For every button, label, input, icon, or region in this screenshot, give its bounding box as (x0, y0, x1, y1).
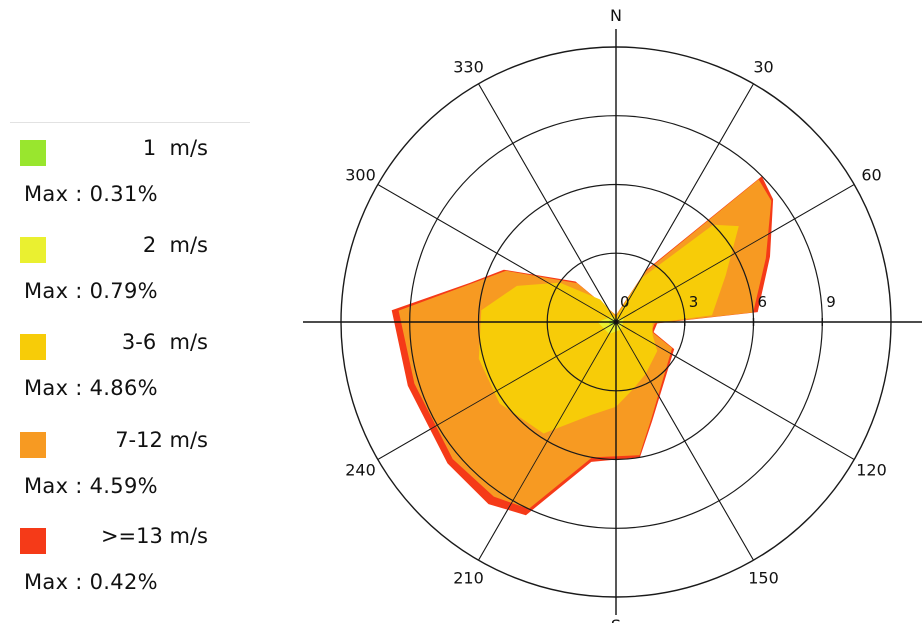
legend-swatch (20, 528, 46, 554)
legend-label: 2 m/s (142, 233, 208, 257)
legend-divider (10, 122, 250, 123)
legend-max: Max : 4.59% (24, 474, 158, 498)
legend-label: 1 m/s (142, 136, 208, 160)
legend-item: 2 m/s Max : 0.79% (0, 231, 250, 311)
label-layer: 0369306090120150210240300330NS (345, 6, 887, 623)
legend-item: 1 m/s Max : 0.31% (0, 134, 250, 214)
radial-tick-label: 3 (689, 293, 699, 311)
spoke-line (615, 83, 754, 323)
legend-swatch (20, 237, 46, 263)
legend-item: >=13 m/s Max : 0.42% (0, 522, 250, 602)
legend-label: 7-12 m/s (115, 428, 208, 452)
spoke-line (615, 321, 754, 561)
spoke-line (478, 321, 617, 561)
center-dot (613, 319, 619, 325)
legend-label: >=13 m/s (100, 524, 208, 548)
spoke-line (615, 184, 855, 323)
legend-swatch (20, 334, 46, 360)
angle-tick-label: 60 (861, 166, 881, 185)
south-label: S (611, 616, 621, 623)
angle-tick-label: 330 (453, 58, 484, 77)
angle-tick-label: 30 (753, 58, 773, 77)
series-layer (391, 176, 774, 516)
legend-max: Max : 4.86% (24, 376, 158, 400)
legend-swatch (20, 432, 46, 458)
radial-tick-label: 6 (758, 293, 768, 311)
legend-max: Max : 0.79% (24, 279, 158, 303)
north-label: N (610, 6, 622, 25)
wind-rose-chart: 0369306090120150210240300330NS (303, 6, 922, 623)
spoke-line (377, 321, 617, 460)
legend: 1 m/s Max : 0.31% 2 m/s Max : 0.79% 3-6 m/s M… (0, 118, 255, 608)
axis-layer (303, 29, 922, 615)
legend-item: 3-6 m/s Max : 4.86% (0, 328, 250, 408)
angle-tick-label: 300 (345, 166, 376, 185)
spoke-line (615, 321, 855, 460)
radial-tick-label: 0 (620, 293, 630, 311)
angle-tick-label: 210 (453, 569, 484, 588)
radial-tick-label: 9 (826, 293, 836, 311)
spoke-line (478, 83, 617, 323)
spoke-line (377, 184, 617, 323)
legend-max: Max : 0.31% (24, 182, 158, 206)
legend-max: Max : 0.42% (24, 570, 158, 594)
angle-tick-label: 150 (748, 569, 779, 588)
legend-label: 3-6 m/s (121, 330, 208, 354)
angle-tick-label: 240 (345, 461, 376, 480)
legend-item: 7-12 m/s Max : 4.59% (0, 426, 250, 506)
angle-tick-label: 120 (856, 461, 887, 480)
legend-swatch (20, 140, 46, 166)
